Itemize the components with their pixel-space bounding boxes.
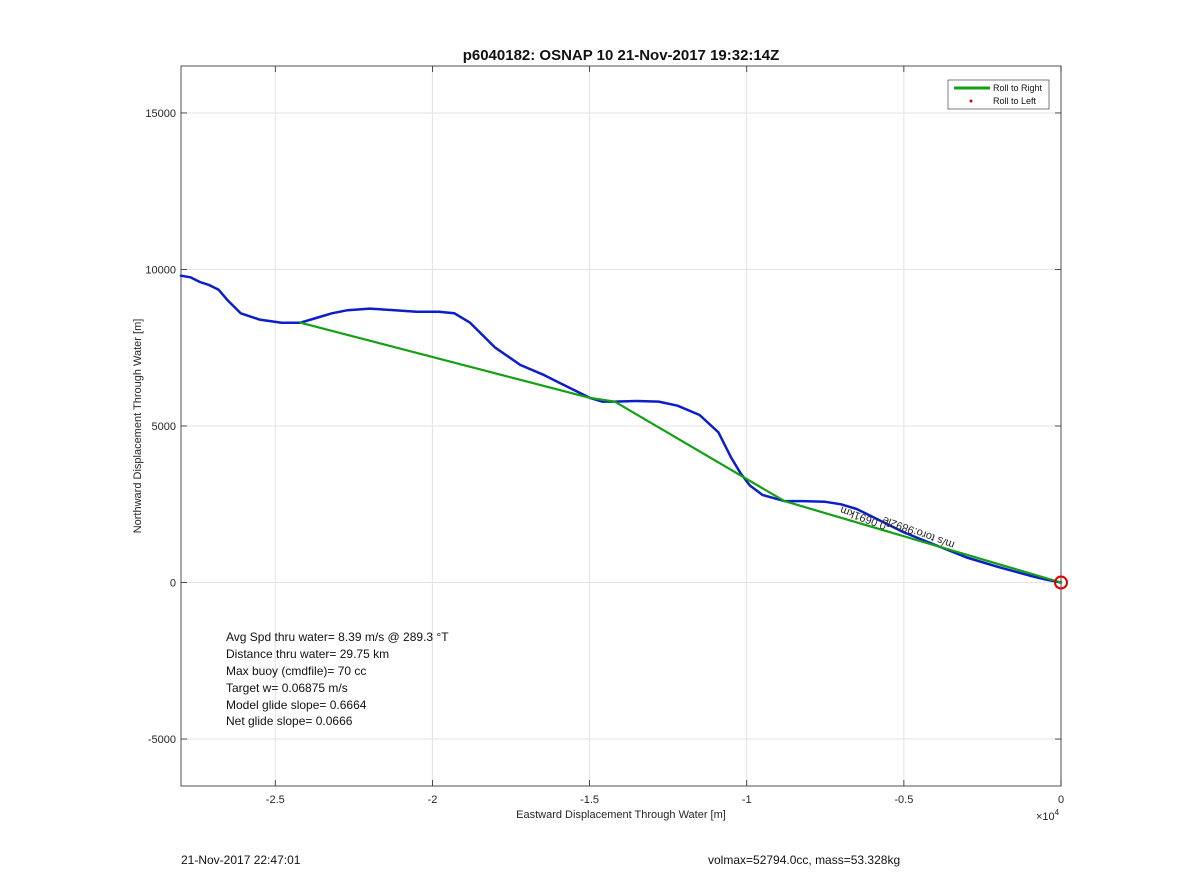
- x-axis: -2.5 -2 -1.5 -1 -0.5 0: [266, 66, 1064, 806]
- y-axis-label: Northward Displacement Through Water [m]: [132, 319, 144, 534]
- series-line-roll-right: [299, 321, 1063, 584]
- stat-avg-speed: Avg Spd thru water= 8.39 m/s @ 289.3 °T: [226, 630, 449, 644]
- x-tick-label: -0.5: [894, 794, 913, 806]
- legend-swatch-roll-left: [969, 99, 973, 103]
- stat-net-glide: Net glide slope= 0.0666: [226, 714, 353, 728]
- y-tick-label: 15000: [145, 108, 176, 120]
- y-axis: -5000 0 5000 10000 15000: [145, 108, 1061, 746]
- chart-title: p6040182: OSNAP 10 21-Nov-2017 19:32:14Z: [463, 47, 780, 64]
- x-tick-label: -1: [742, 794, 752, 806]
- legend-box: [947, 79, 1050, 110]
- footer-timestamp: 21-Nov-2017 22:47:01: [181, 853, 301, 867]
- stat-model-glide: Model glide slope= 0.6664: [226, 698, 367, 712]
- footer-volmax-mass: volmax=52794.0cc, mass=53.328kg: [708, 853, 901, 867]
- stat-distance: Distance thru water= 29.75 km: [226, 647, 389, 661]
- legend-label-roll-right: Roll to Right: [993, 83, 1043, 93]
- legend: Roll to Right Roll to Left: [947, 79, 1050, 110]
- x-tick-label: -2.5: [266, 794, 285, 806]
- x-exponent-label: ×104: [1036, 808, 1060, 823]
- stats-block: Avg Spd thru water= 8.39 m/s @ 289.3 °T …: [226, 630, 449, 728]
- y-tick-label: 0: [170, 578, 176, 590]
- legend-label-roll-left: Roll to Left: [993, 96, 1037, 106]
- y-tick-label: -5000: [148, 734, 176, 746]
- stat-target-w: Target w= 0.06875 m/s: [226, 681, 348, 695]
- x-tick-label: 0: [1058, 794, 1064, 806]
- series-group: [179, 274, 1063, 584]
- x-tick-label: -1.5: [580, 794, 599, 806]
- y-tick-label: 5000: [152, 421, 176, 433]
- x-tick-label: -2: [428, 794, 438, 806]
- x-axis-label: Eastward Displacement Through Water [m]: [516, 809, 726, 821]
- grid: [181, 66, 1062, 786]
- y-tick-label: 10000: [145, 264, 176, 276]
- end-marker: [1054, 575, 1068, 590]
- stat-max-buoy: Max buoy (cmdfile)= 70 cc: [226, 664, 366, 678]
